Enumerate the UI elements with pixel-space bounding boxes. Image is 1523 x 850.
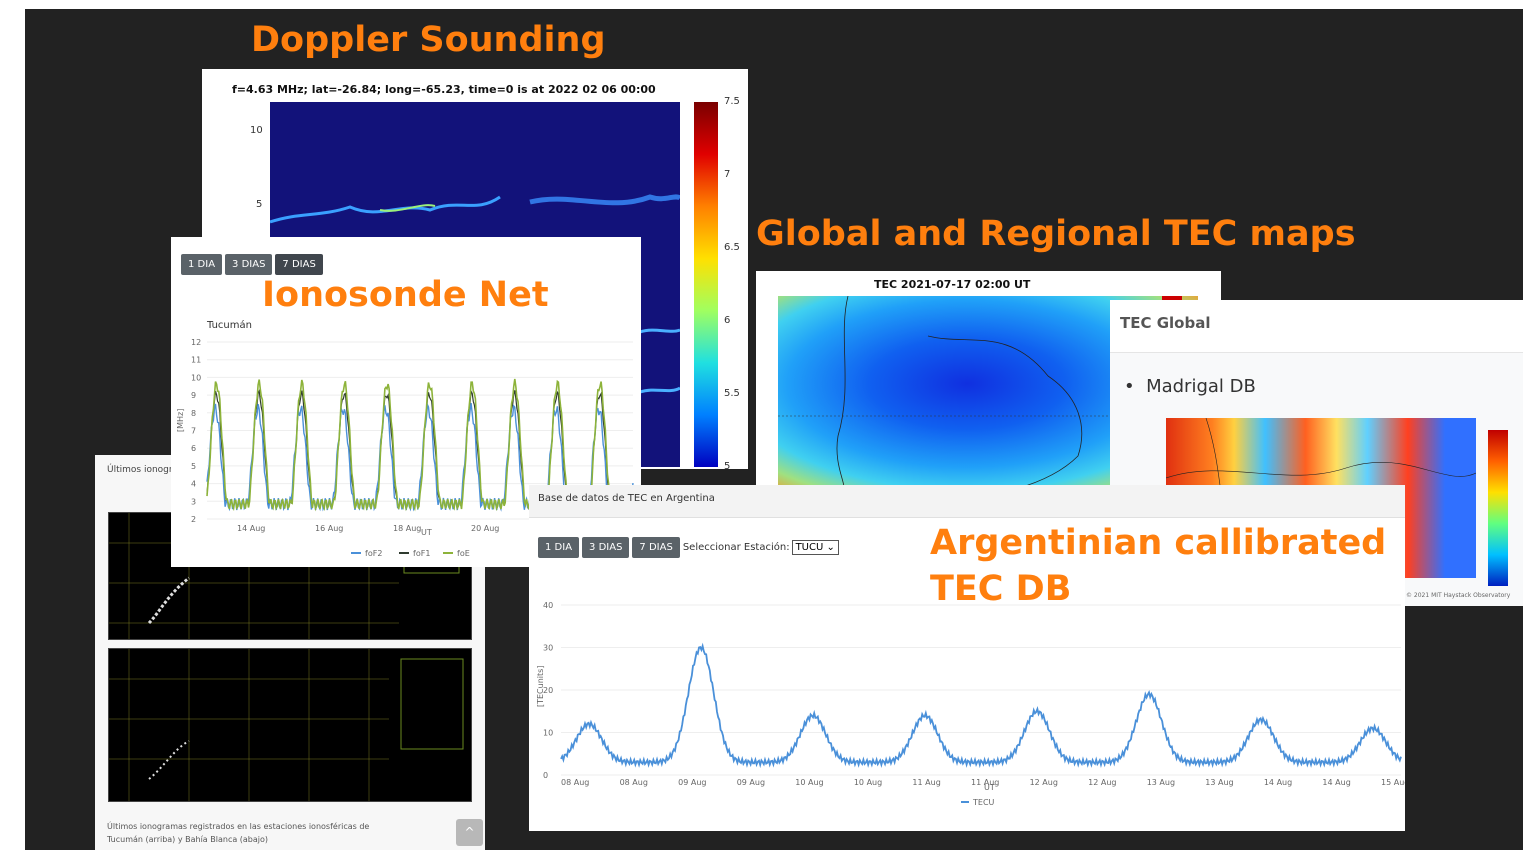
x-tick-label: 13 Aug xyxy=(1205,778,1233,787)
ionosonde-xlabel: UT xyxy=(421,528,432,537)
ionogram-bahia-blanca xyxy=(108,648,472,802)
doppler-ytick: 10 xyxy=(250,125,263,136)
y-tick-label: 3 xyxy=(191,497,196,506)
tec-db-legend: TECU xyxy=(961,798,995,807)
chevron-down-icon: ⌄ xyxy=(826,542,835,553)
madrigal-colorbar xyxy=(1488,430,1508,586)
series-line-foe xyxy=(206,378,634,512)
y-tick-label: 20 xyxy=(543,686,553,695)
doppler-heading: Doppler Sounding xyxy=(251,20,606,60)
x-tick-label: 10 Aug xyxy=(854,778,882,787)
station-select[interactable]: TUCU ⌄ xyxy=(791,540,839,555)
colorbar-tick: 5 xyxy=(724,461,731,469)
colorbar-tick: 7.5 xyxy=(724,96,740,107)
tec-global-header xyxy=(1110,300,1523,353)
range-3-dias-button[interactable]: 3 DIAS xyxy=(225,254,273,275)
tec-db-panel: Base de datos de TEC en Argentina 1 DIA 3… xyxy=(529,485,1405,831)
bullet-dot: • xyxy=(1124,376,1147,397)
y-tick-label: 0 xyxy=(543,771,548,780)
y-tick-label: 7 xyxy=(191,427,196,436)
scroll-top-button[interactable]: ^ xyxy=(456,819,483,846)
ionosonde-heading: Ionosonde Net xyxy=(262,275,549,315)
x-tick-label: 18 Aug xyxy=(393,524,421,533)
db-range-7-dias-button[interactable]: 7 DIAS xyxy=(632,537,680,558)
tec-db-xlabel: UT xyxy=(984,783,995,792)
tec-db-header-bar xyxy=(529,485,1405,518)
legend-item: TECU xyxy=(972,798,995,807)
madrigal-link[interactable]: Madrigal DB xyxy=(1146,376,1256,397)
x-tick-label: 20 Aug xyxy=(471,524,499,533)
colorbar-tick: 5.5 xyxy=(724,388,740,399)
tec-map-colorbar xyxy=(1162,296,1182,300)
tec-db-heading-line1: Argentinian callibrated xyxy=(930,523,1387,563)
ionosonde-legend: foF2 foF1 foE xyxy=(351,549,470,558)
station-select-value: TUCU xyxy=(795,542,824,553)
x-tick-label: 12 Aug xyxy=(1088,778,1116,787)
y-tick-label: 10 xyxy=(191,373,201,382)
x-tick-label: 09 Aug xyxy=(678,778,706,787)
y-tick-label: 5 xyxy=(191,462,196,471)
slide-background: Doppler Sounding f=4.63 MHz; lat=-26.84;… xyxy=(25,9,1523,850)
doppler-echo-traces xyxy=(269,194,682,394)
tec-maps-heading: Global and Regional TEC maps xyxy=(756,214,1356,254)
ionosonde-range-buttons: 1 DIA 3 DIAS 7 DIAS xyxy=(181,252,326,275)
x-tick-label: 08 Aug xyxy=(620,778,648,787)
doppler-title: f=4.63 MHz; lat=-26.84; long=-65.23, tim… xyxy=(232,83,656,96)
tec-db-controls: 1 DIA 3 DIAS 7 DIAS Seleccionar Estación: TU… xyxy=(538,535,839,558)
ionogram-caption: Tucumán (arriba) y Bahía Blanca (abajo) xyxy=(107,835,269,844)
ionogram-header: Últimos ionogramas xyxy=(107,465,198,475)
x-tick-label: 10 Aug xyxy=(795,778,823,787)
legend-item: foE xyxy=(457,549,470,558)
x-tick-label: 14 Aug xyxy=(1322,778,1350,787)
colorbar-tick: 7 xyxy=(724,169,731,180)
tec-db-header: Base de datos de TEC en Argentina xyxy=(538,493,715,504)
y-tick-label: 12 xyxy=(191,338,201,347)
y-tick-label: 6 xyxy=(191,444,196,453)
y-tick-label: 2 xyxy=(191,515,196,524)
y-tick-label: 9 xyxy=(191,391,196,400)
x-tick-label: 12 Aug xyxy=(1030,778,1058,787)
x-tick-label: 16 Aug xyxy=(315,524,343,533)
x-tick-label: 13 Aug xyxy=(1147,778,1175,787)
db-range-1-dia-button[interactable]: 1 DIA xyxy=(538,537,580,558)
x-tick-label: 09 Aug xyxy=(737,778,765,787)
colorbar-tick: 6.5 xyxy=(724,242,740,253)
tec-db-ylabel: [TECunits] xyxy=(536,666,545,707)
doppler-ytick: 5 xyxy=(256,199,263,210)
y-tick-label: 30 xyxy=(543,644,553,653)
ionogram-caption: Últimos ionogramas registrados en las es… xyxy=(107,822,370,831)
ionosonde-station: Tucumán xyxy=(207,320,252,331)
station-select-label: Seleccionar Estación: xyxy=(682,542,790,553)
tec-db-chart: [TECunits] 40 30 20 10 0 08 Aug 08 Aug 09 Aug 0… xyxy=(536,601,1405,807)
x-tick-label: 14 Aug xyxy=(1264,778,1292,787)
x-tick-label: 15 Aug xyxy=(1381,778,1405,787)
x-tick-label: 11 Aug xyxy=(912,778,940,787)
legend-item: foF2 xyxy=(365,549,382,558)
madrigal-footer: © 2021 MIT Haystack Observatory xyxy=(1406,592,1511,599)
y-tick-label: 11 xyxy=(191,356,201,365)
x-tick-label: 11 Aug xyxy=(971,778,999,787)
legend-item: foF1 xyxy=(413,549,430,558)
tec-map-title: TEC 2021-07-17 02:00 UT xyxy=(874,278,1031,291)
x-tick-label: 14 Aug xyxy=(237,524,265,533)
y-tick-label: 10 xyxy=(543,729,553,738)
colorbar-tick: 6 xyxy=(724,315,731,326)
db-range-3-dias-button[interactable]: 3 DIAS xyxy=(582,537,630,558)
tec-global-title: TEC Global xyxy=(1120,314,1211,332)
ionosonde-chart: [MHz] 12 11 10 9 8 7 6 5 4 3 2 14 Aug 16 Aug 18 Aug 2… xyxy=(176,338,634,558)
madrigal-bullet[interactable]: • Madrigal DB xyxy=(1124,376,1256,397)
y-tick-label: 8 xyxy=(191,409,196,418)
y-tick-label: 40 xyxy=(543,601,553,610)
ionosonde-ylabel: [MHz] xyxy=(176,409,185,432)
y-tick-label: 4 xyxy=(191,480,196,489)
x-tick-label: 08 Aug xyxy=(561,778,589,787)
series-line-tecu xyxy=(560,642,1402,769)
doppler-colorbar xyxy=(694,102,718,467)
tec-db-heading-line2: TEC DB xyxy=(930,569,1072,609)
range-7-dias-button[interactable]: 7 DIAS xyxy=(275,254,323,275)
range-1-dia-button[interactable]: 1 DIA xyxy=(181,254,223,275)
